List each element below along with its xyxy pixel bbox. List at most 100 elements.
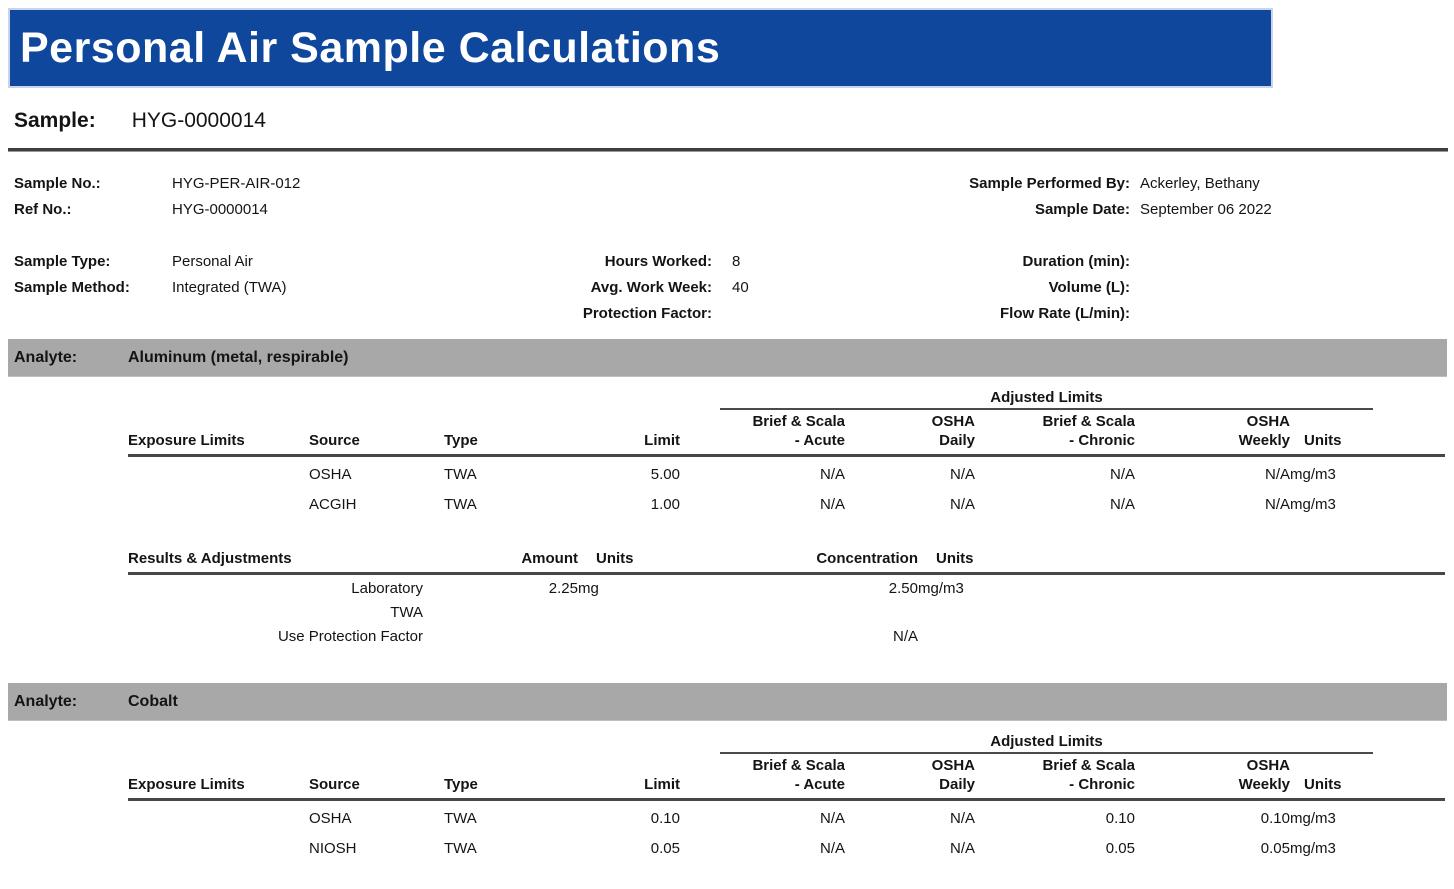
protection-factor-label: Protection Factor:	[582, 305, 712, 322]
results-row: Use Protection Factor N/A	[128, 623, 1445, 647]
spacer	[172, 301, 422, 327]
result-label-cell: Laboratory	[351, 580, 423, 597]
analyte-name: Cobalt	[128, 692, 178, 710]
osha-daily-cell: N/A	[949, 810, 975, 827]
units-cell: mg/m3	[1290, 466, 1336, 483]
ref-no-value: HYG-0000014	[172, 201, 268, 218]
volume-label: Volume (L):	[1048, 279, 1130, 296]
limit-cell: 5.00	[650, 466, 680, 483]
sample-detail-section: Sample Type: Personal Air Hours Worked: …	[14, 249, 1438, 327]
sample-no-label: Sample No.:	[14, 175, 101, 192]
col-osha-weekly: OSHA Weekly	[1135, 410, 1290, 457]
amount-cell	[423, 599, 578, 623]
results-row: TWA	[128, 599, 1445, 623]
bs-acute-cell: N/A	[819, 496, 845, 513]
source-cell: OSHA	[309, 466, 352, 483]
adjusted-limits-group-header: Adjusted Limits	[720, 733, 1373, 754]
osha-weekly-cell: 0.05	[1260, 840, 1290, 857]
analyte-name: Aluminum (metal, respirable)	[128, 348, 349, 366]
amount-cell: 2.25	[548, 580, 578, 597]
spacer	[14, 301, 172, 327]
osha-daily-cell: N/A	[949, 840, 975, 857]
results-row: Laboratory 2.25 mg 2.50 mg/m3	[128, 574, 1445, 600]
hours-worked-value: 8	[732, 253, 741, 270]
volume-value	[1130, 275, 1438, 301]
adjusted-limits-group-row: Adjusted Limits	[128, 733, 1445, 754]
sample-method-value: Integrated (TWA)	[172, 279, 287, 296]
result-label-cell: TWA	[390, 604, 423, 621]
flow-rate-value	[1130, 301, 1438, 327]
sample-type-value: Personal Air	[172, 253, 253, 270]
avg-work-week-value: 40	[732, 279, 749, 296]
adjusted-limits-group-header: Adjusted Limits	[720, 389, 1373, 410]
performed-by-value: Ackerley, Bethany	[1140, 175, 1260, 192]
bs-acute-cell: N/A	[819, 466, 845, 483]
horizontal-rule	[8, 148, 1448, 152]
spacer	[128, 456, 309, 488]
exposure-row: OSHA TWA 0.10 N/A N/A 0.10 0.10 mg/m3	[128, 800, 1445, 832]
col-results-adjustments: Results & Adjustments	[128, 547, 423, 575]
duration-value	[1130, 249, 1438, 275]
analyte-label: Analyte:	[14, 348, 78, 366]
limit-cell: 0.10	[650, 810, 680, 827]
col-source: Source	[309, 410, 444, 457]
col-type: Type	[444, 754, 560, 801]
col-exposure-limits: Exposure Limits	[128, 754, 309, 801]
type-cell: TWA	[444, 496, 477, 513]
sample-id-section: Sample No.: HYG-PER-AIR-012 Sample Perfo…	[14, 171, 1438, 223]
concentration-units-cell	[918, 599, 1445, 623]
limit-cell: 1.00	[650, 496, 680, 513]
col-bs-acute: Brief & Scala - Acute	[680, 410, 845, 457]
source-cell: NIOSH	[309, 840, 357, 857]
analyte-label: Analyte:	[14, 692, 78, 710]
sample-header-label: Sample:	[14, 109, 96, 132]
bs-chronic-cell: N/A	[1109, 466, 1135, 483]
performed-by-label: Sample Performed By:	[969, 175, 1130, 192]
col-units: Units	[1290, 754, 1446, 801]
col-bs-acute: Brief & Scala - Acute	[680, 754, 845, 801]
col-osha-weekly: OSHA Weekly	[1135, 754, 1290, 801]
col-concentration-units: Units	[918, 547, 1445, 575]
col-amount: Amount	[423, 547, 578, 575]
osha-weekly-cell: N/A	[1264, 496, 1290, 513]
osha-daily-cell: N/A	[949, 466, 975, 483]
analyte-bar-cobalt: Analyte: Cobalt	[8, 683, 1447, 721]
osha-weekly-cell: 0.10	[1260, 810, 1290, 827]
amount-cell	[423, 623, 578, 647]
page-title: Personal Air Sample Calculations	[20, 23, 721, 72]
concentration-cell	[693, 599, 918, 623]
units-cell: mg/m3	[1290, 810, 1336, 827]
units-cell: mg/m3	[1290, 496, 1336, 513]
duration-label: Duration (min):	[1022, 253, 1130, 270]
concentration-units-cell: mg/m3	[918, 580, 964, 597]
bs-chronic-cell: N/A	[1109, 496, 1135, 513]
results-header-row: Results & Adjustments Amount Units Conce…	[128, 547, 1445, 575]
exposure-row: ACGIH TWA 1.00 N/A N/A N/A N/A mg/m3	[128, 487, 1445, 517]
col-bs-chronic: Brief & Scala - Chronic	[975, 410, 1135, 457]
sample-date-value: September 06 2022	[1140, 201, 1272, 218]
adjusted-limits-group-row: Adjusted Limits	[128, 389, 1445, 410]
col-limit: Limit	[560, 410, 680, 457]
type-cell: TWA	[444, 466, 477, 483]
exposure-header-row: Exposure Limits Source Type Limit Brief …	[128, 410, 1446, 457]
limit-cell: 0.05	[650, 840, 680, 857]
ref-no-label: Ref No.:	[14, 201, 72, 218]
type-cell: TWA	[444, 840, 477, 857]
bs-chronic-cell: 0.05	[1105, 840, 1135, 857]
bs-acute-cell: N/A	[819, 840, 845, 857]
source-cell: ACGIH	[309, 496, 357, 513]
bs-acute-cell: N/A	[819, 810, 845, 827]
concentration-cell: N/A	[892, 628, 918, 645]
col-source: Source	[309, 754, 444, 801]
osha-daily-cell: N/A	[949, 496, 975, 513]
results-adjustments-table-aluminum: Results & Adjustments Amount Units Conce…	[128, 547, 1445, 647]
amount-units-cell	[578, 599, 693, 623]
bs-chronic-cell: 0.10	[1105, 810, 1135, 827]
osha-weekly-cell: N/A	[1264, 466, 1290, 483]
sample-date-label: Sample Date:	[1034, 201, 1130, 218]
col-bs-chronic: Brief & Scala - Chronic	[975, 754, 1135, 801]
col-limit: Limit	[560, 754, 680, 801]
exposure-header-row: Exposure Limits Source Type Limit Brief …	[128, 754, 1446, 801]
source-cell: OSHA	[309, 810, 352, 827]
